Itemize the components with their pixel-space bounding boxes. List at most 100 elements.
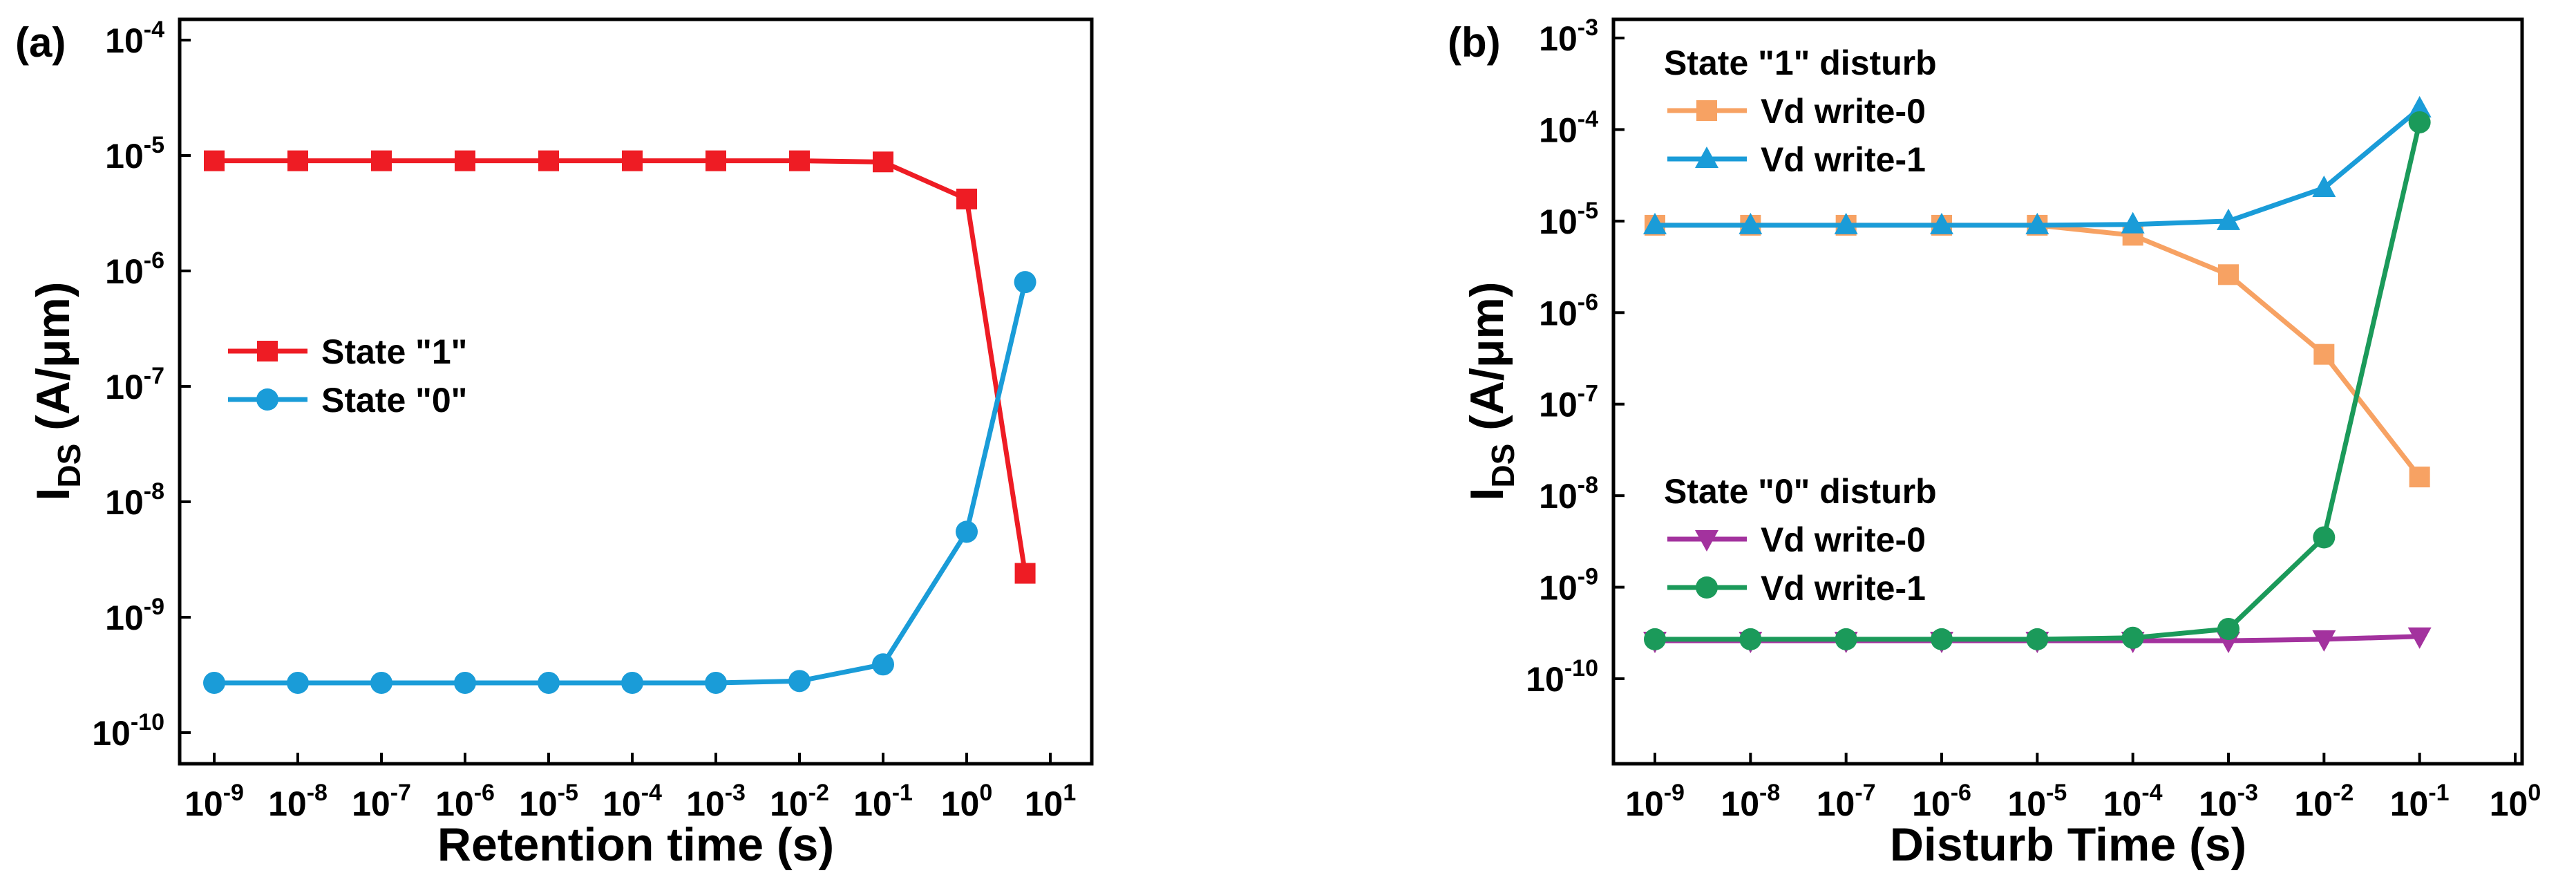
data-point: [705, 671, 727, 694]
data-point: [621, 671, 643, 694]
legend-title: State "1" disturb: [1664, 44, 1937, 82]
y-tick-label: 10-5: [1539, 198, 1598, 241]
panel-b-chart: 10-9 10-8 10-7 10-6 10-5 10-4 10-3 10-2 10-1 100 1…: [1461, 15, 2541, 871]
x-tick-label: 10-1: [853, 780, 913, 823]
y-tick-label: 10-8: [105, 478, 164, 522]
y-tick-label: 10-3: [1539, 15, 1598, 58]
data-point: [705, 150, 726, 171]
x-tick-label: 10-7: [352, 780, 411, 823]
data-point: [2121, 212, 2145, 234]
panel-a-label: (a): [15, 19, 66, 66]
panel-a-chart: 10-9 10-8 10-7 10-6 10-5 10-4 10-3 10-2 10-1 100 1…: [27, 17, 1094, 871]
x-tick-label: 10-3: [686, 780, 746, 823]
data-point: [872, 653, 894, 676]
legend-label: State "0": [321, 381, 467, 420]
y-tick-label: 10-7: [1539, 381, 1598, 424]
data-point: [2312, 175, 2336, 197]
legend-marker: [256, 388, 278, 411]
data-point: [1643, 212, 1667, 234]
data-point: [1930, 212, 1953, 234]
y-tick-label: 10-4: [1539, 106, 1598, 149]
data-point: [1014, 271, 1036, 294]
data-point: [2025, 212, 2049, 234]
data-point: [873, 151, 893, 173]
data-point: [1834, 212, 1858, 234]
y-tick-label: 10-9: [1539, 564, 1598, 608]
data-point: [2313, 526, 2336, 549]
x-tick-label: 10-4: [2103, 780, 2163, 823]
axes-frame: [1611, 17, 2524, 766]
data-point: [2407, 95, 2432, 118]
x-tick-label: 100: [941, 780, 993, 823]
x-tick-label: 10-7: [1817, 780, 1876, 823]
data-point: [203, 671, 225, 694]
x-tick-label: 10-9: [184, 780, 244, 823]
data-point: [287, 150, 308, 171]
data-point: [204, 150, 225, 171]
x-tick-label: 101: [1025, 780, 1077, 823]
data-point: [454, 671, 476, 694]
data-point: [370, 671, 392, 694]
series-2: [203, 271, 1036, 694]
y-tick-label: 10-5: [105, 132, 164, 176]
data-point: [1835, 628, 1857, 650]
x-tick-label: 10-2: [2294, 780, 2354, 823]
y-axis-title: IDS (A/μm): [27, 281, 87, 500]
x-tick-label: 10-5: [519, 780, 578, 823]
x-tick-label: 10-3: [2199, 780, 2258, 823]
data-point: [1739, 212, 1763, 234]
x-tick-label: 10-8: [268, 780, 328, 823]
data-point: [538, 671, 560, 694]
data-point: [1014, 563, 1036, 584]
data-point: [956, 520, 978, 543]
legend-marker: [1696, 576, 1718, 599]
x-tick-label: 10-9: [1625, 780, 1685, 823]
data-point: [956, 188, 977, 209]
y-axis-title: IDS (A/μm): [1461, 281, 1521, 500]
x-tick-label: 10-6: [1912, 780, 1971, 823]
legend-title: State "0" disturb: [1664, 472, 1937, 511]
legend-marker: [1695, 147, 1718, 168]
data-point: [455, 150, 475, 171]
data-point: [2026, 628, 2049, 650]
legend-label: Vd write-1: [1761, 140, 1926, 179]
data-point: [2218, 264, 2239, 285]
x-tick-label: 100: [2490, 780, 2541, 823]
y-tick-label: 10-6: [105, 247, 164, 291]
x-tick-label: 10-4: [603, 780, 662, 823]
series-1: [1645, 214, 2430, 488]
y-tick-label: 10-9: [105, 594, 164, 637]
series-2: [1643, 95, 2432, 234]
data-point: [622, 150, 643, 171]
data-point: [2217, 208, 2240, 230]
data-point: [2407, 627, 2432, 649]
x-tick-label: 10-6: [435, 780, 495, 823]
axes-frame: [178, 17, 1094, 766]
data-point: [2121, 626, 2144, 649]
x-tick-label: 10-5: [2007, 780, 2067, 823]
series-line: [1655, 122, 2423, 642]
data-point: [1644, 628, 1666, 650]
y-tick-label: 10-10: [92, 709, 164, 753]
x-tick-label: 10-1: [2390, 780, 2450, 823]
x-tick-label: 10-2: [770, 780, 829, 823]
legend-marker: [1695, 530, 1718, 552]
y-tick-label: 10-6: [1539, 289, 1598, 332]
data-point: [1931, 628, 1953, 650]
panel-b-label: (b): [1448, 19, 1501, 66]
data-point: [287, 671, 309, 694]
data-point: [371, 150, 392, 171]
x-axis-title: Retention time (s): [437, 818, 834, 871]
series-4: [1644, 111, 2431, 650]
series-line: [1655, 223, 2422, 479]
legend-marker: [1696, 100, 1717, 121]
legend-label: Vd write-1: [1761, 569, 1926, 608]
x-axis-title: Disturb Time (s): [1890, 818, 2246, 871]
data-point: [2313, 344, 2335, 365]
x-tick-label: 10-8: [1721, 780, 1780, 823]
legend-marker: [257, 341, 278, 361]
legend-label: Vd write-0: [1761, 92, 1926, 131]
data-point: [2312, 630, 2336, 652]
y-tick-label: 10-7: [105, 363, 164, 406]
